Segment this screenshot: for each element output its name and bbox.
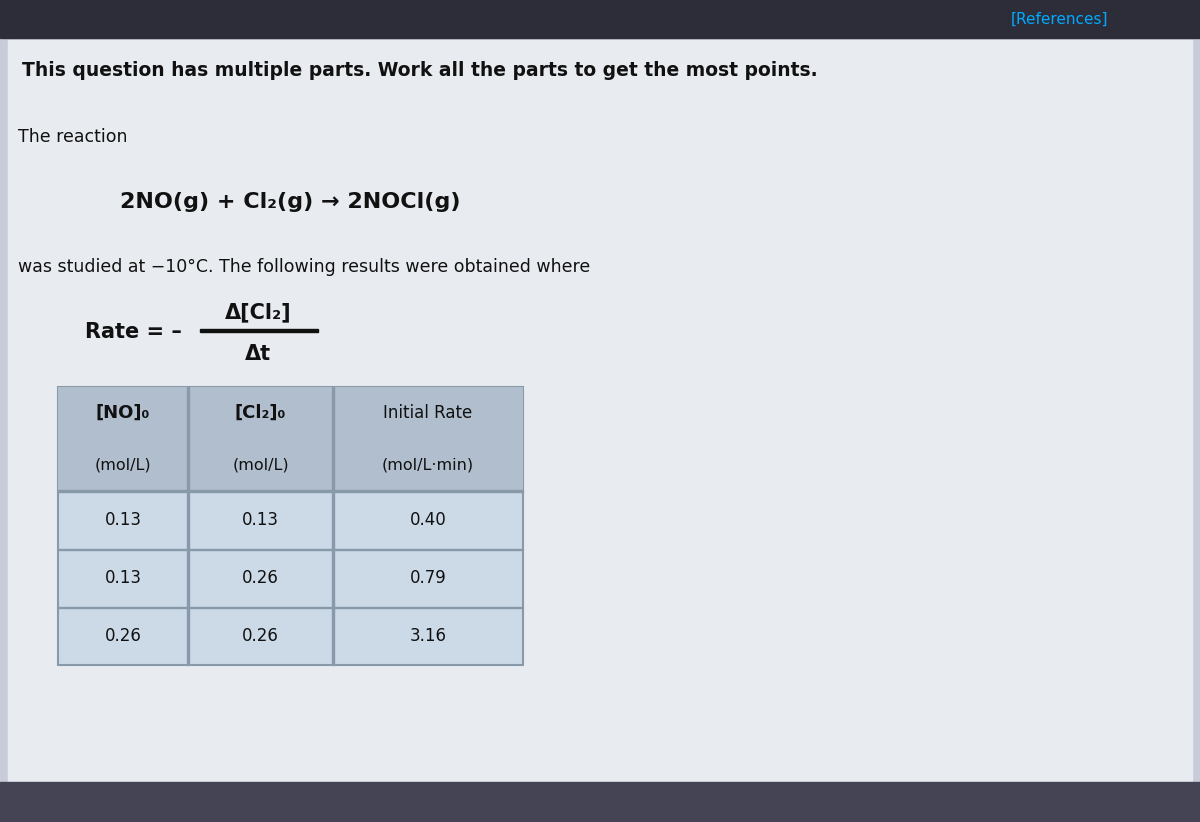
Text: 0.13: 0.13 bbox=[104, 569, 142, 587]
Text: [References]: [References] bbox=[1012, 12, 1109, 26]
Bar bbox=[200, 330, 318, 332]
Text: Δt: Δt bbox=[245, 344, 271, 364]
Text: 0.26: 0.26 bbox=[104, 627, 142, 645]
Bar bbox=[58, 491, 523, 492]
Text: (mol/L): (mol/L) bbox=[232, 458, 289, 473]
Bar bbox=[58, 548, 523, 549]
Bar bbox=[332, 387, 334, 665]
Text: 0.13: 0.13 bbox=[104, 511, 142, 529]
Text: was studied at −10°C. The following results were obtained where: was studied at −10°C. The following resu… bbox=[18, 258, 590, 276]
Bar bbox=[187, 387, 188, 665]
Text: 3.16: 3.16 bbox=[409, 627, 446, 645]
Text: 0.40: 0.40 bbox=[409, 511, 446, 529]
Bar bbox=[58, 387, 523, 665]
Bar bbox=[0, 0, 1200, 38]
Text: [Cl₂]₀: [Cl₂]₀ bbox=[235, 404, 286, 422]
Text: The reaction: The reaction bbox=[18, 128, 127, 146]
Bar bbox=[0, 782, 1200, 822]
Text: This question has multiple parts. Work all the parts to get the most points.: This question has multiple parts. Work a… bbox=[22, 61, 817, 80]
Text: Initial Rate: Initial Rate bbox=[383, 404, 473, 422]
Text: (mol/L·min): (mol/L·min) bbox=[382, 458, 474, 473]
Text: (mol/L): (mol/L) bbox=[95, 458, 151, 473]
Text: 2NO(g) + Cl₂(g) → 2NOCl(g): 2NO(g) + Cl₂(g) → 2NOCl(g) bbox=[120, 192, 461, 212]
Text: Δ[Cl₂]: Δ[Cl₂] bbox=[224, 302, 292, 322]
Text: 0.26: 0.26 bbox=[242, 627, 278, 645]
Text: [NO]₀: [NO]₀ bbox=[96, 404, 150, 422]
Text: 0.13: 0.13 bbox=[242, 511, 278, 529]
Text: 0.79: 0.79 bbox=[409, 569, 446, 587]
Bar bbox=[58, 387, 523, 491]
Text: 0.26: 0.26 bbox=[242, 569, 278, 587]
Text: Rate = –: Rate = – bbox=[85, 322, 182, 342]
